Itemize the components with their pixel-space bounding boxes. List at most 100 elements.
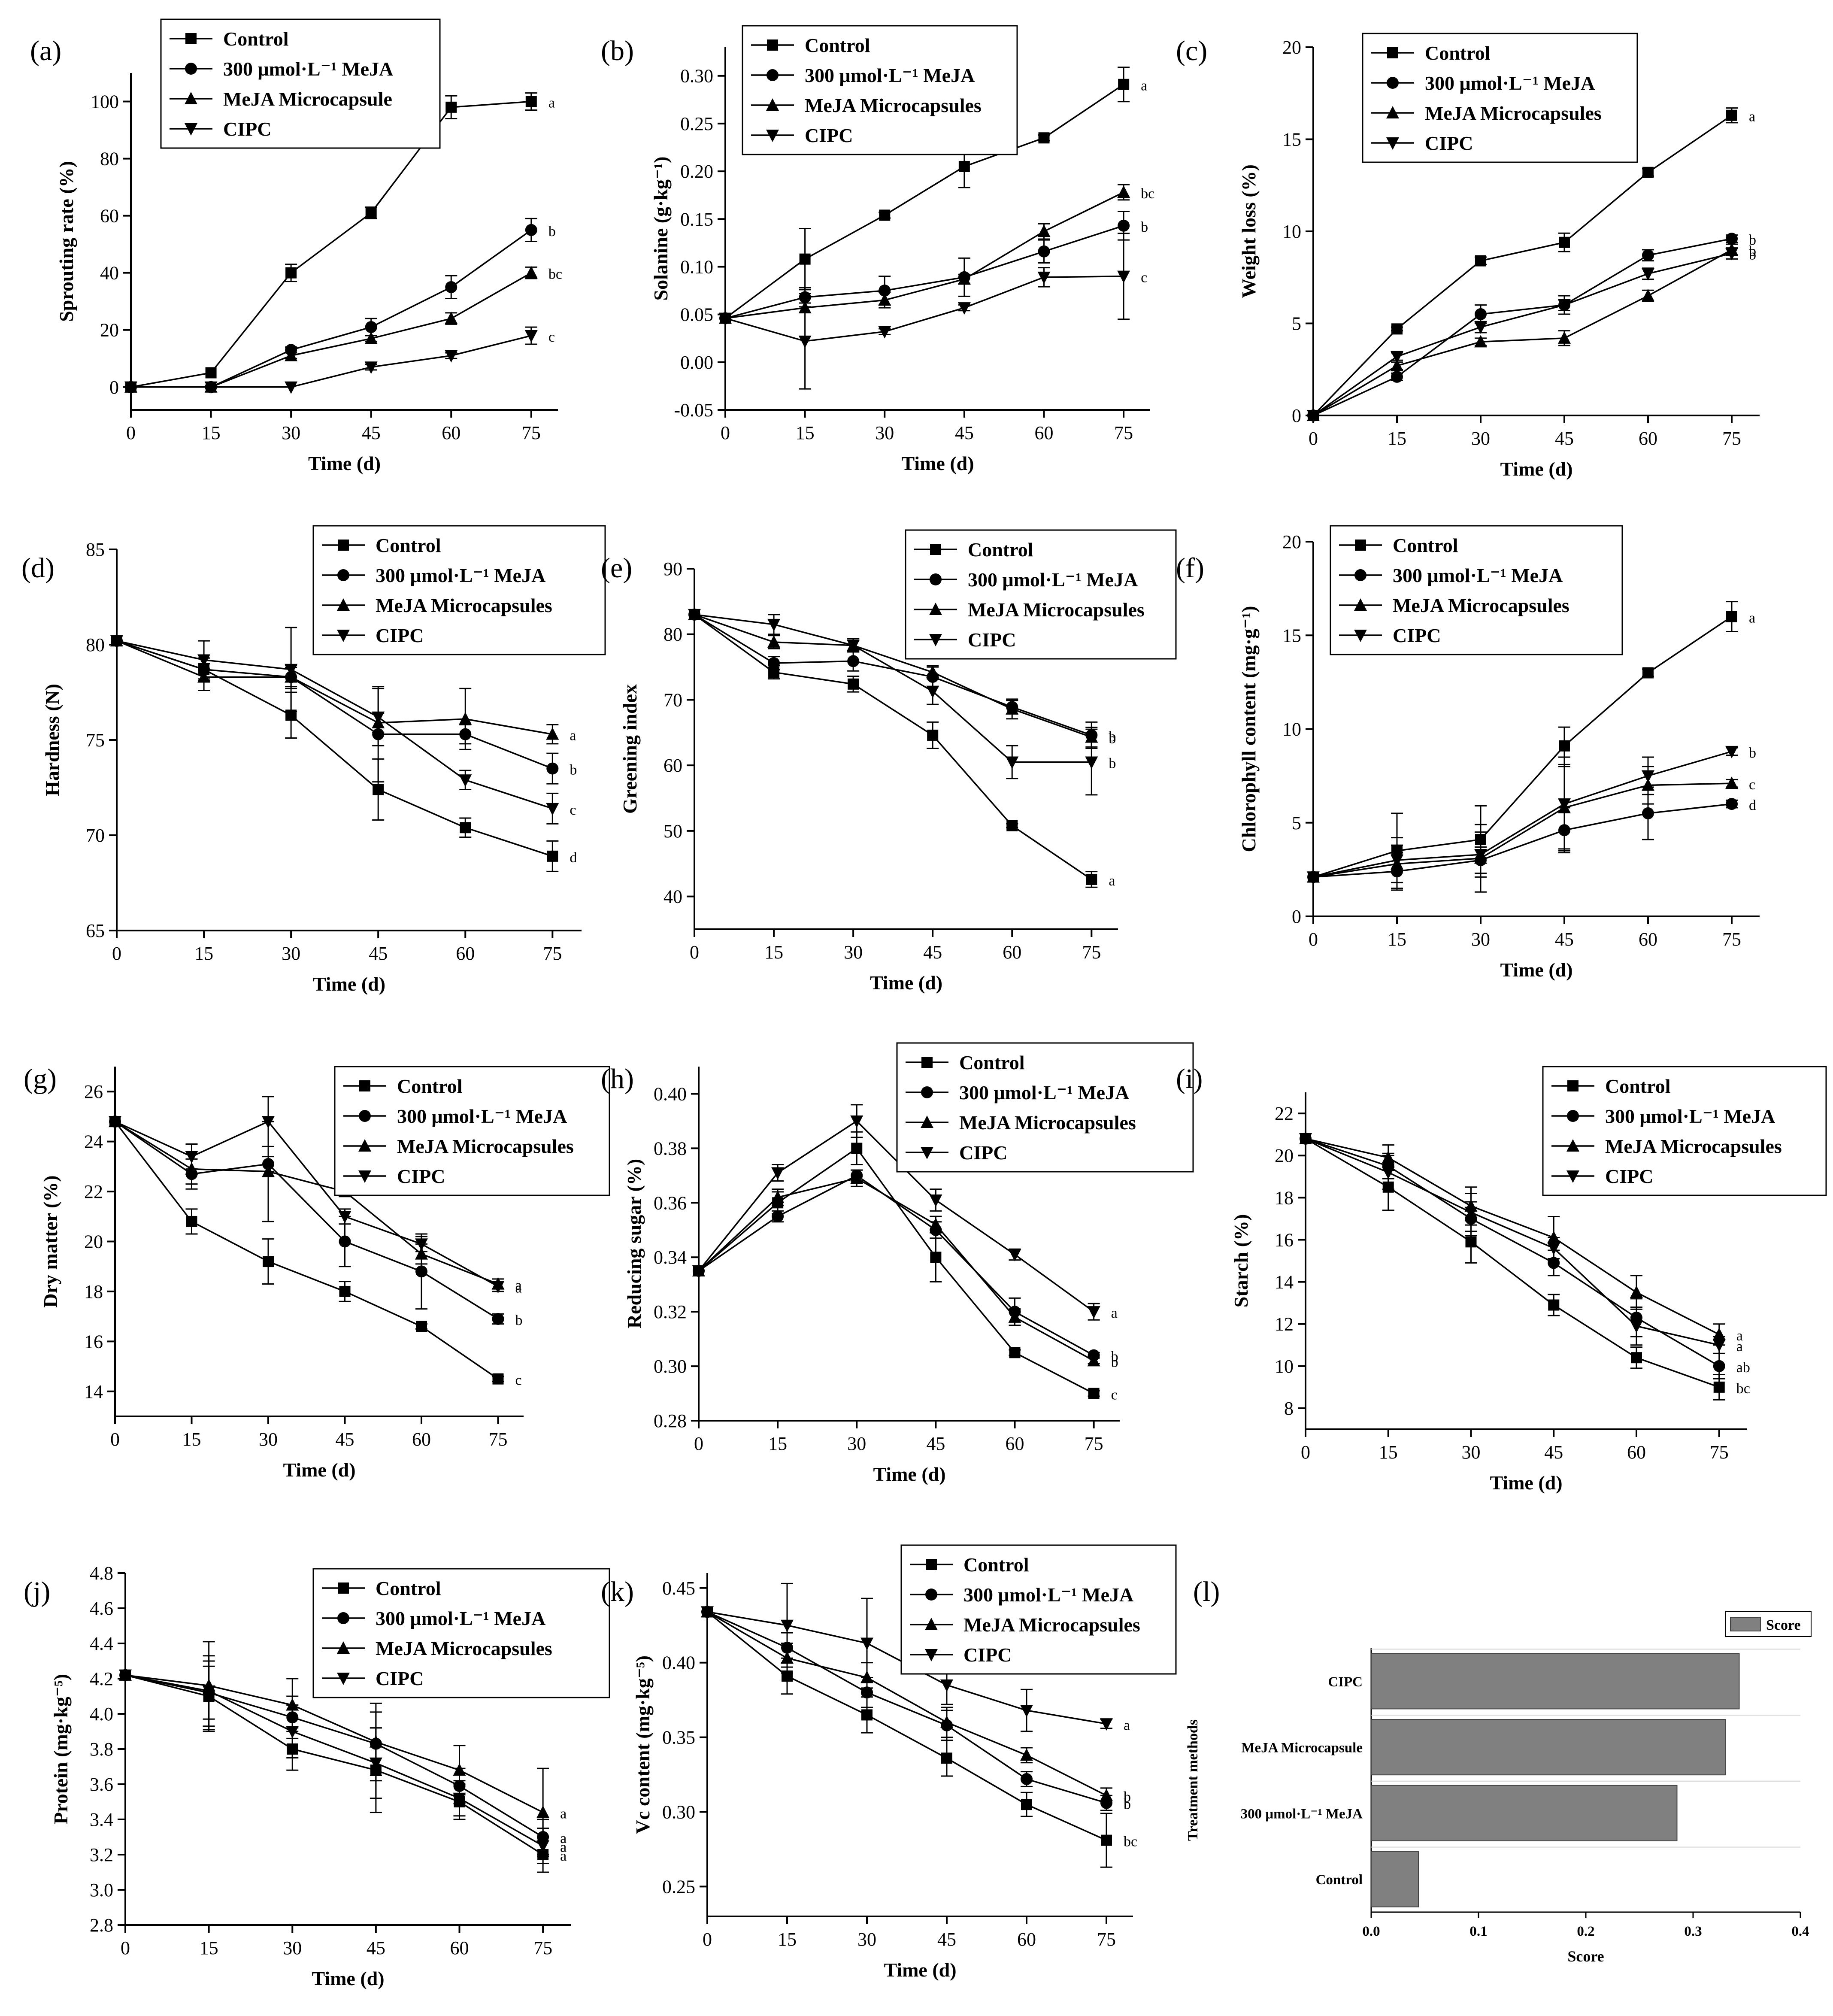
y-tick-label: 3.6: [90, 1774, 113, 1795]
data-point: [286, 1726, 299, 1738]
data-point: [879, 209, 891, 221]
legend: Control 300 μmol·L⁻¹ MeJA MeJA Microcapsul…: [312, 525, 606, 655]
data-point: [958, 161, 970, 172]
data-point: [546, 727, 559, 740]
y-tick-label: 8: [1284, 1398, 1294, 1419]
legend-marker: [337, 569, 349, 581]
series-4: b: [688, 609, 1116, 796]
significance-letter: a: [1141, 78, 1147, 94]
data-point: [772, 1210, 784, 1223]
data-point: [781, 1619, 794, 1632]
series-2: b: [111, 635, 577, 785]
legend-marker: [338, 1582, 349, 1594]
data-point: [415, 1265, 427, 1278]
x-tick-label: 60: [450, 1937, 469, 1958]
y-axis-title: Greening index: [619, 684, 641, 814]
data-point: [1100, 1789, 1113, 1801]
significance-letter: a: [1736, 1328, 1743, 1344]
x-axis-title: Time (d): [873, 1463, 945, 1485]
data-point: [1009, 1347, 1021, 1358]
x-tick-label: 60: [456, 943, 475, 964]
legend-label: Control: [805, 34, 870, 56]
legend-marker: [1386, 137, 1399, 150]
legend-box: [1542, 1066, 1827, 1196]
data-point: [1559, 740, 1570, 752]
series-line: [116, 640, 553, 809]
x-axis-title: Time (d): [313, 973, 385, 995]
legend-label: CIPC: [1425, 132, 1473, 154]
data-point: [445, 350, 458, 363]
legend-marker: [766, 130, 779, 142]
series-4: a: [1299, 1133, 1743, 1355]
x-tick-label: 45: [955, 422, 974, 443]
significance-letter: a: [1749, 610, 1755, 626]
legend-label: 300 μmol·L⁻¹ MeJA: [1425, 72, 1595, 94]
data-point: [365, 321, 377, 333]
data-point: [1118, 219, 1130, 232]
series-line: [131, 335, 532, 388]
data-point: [767, 635, 781, 648]
data-point: [459, 712, 472, 725]
data-point: [1725, 248, 1738, 261]
y-tick-label: -0.05: [674, 400, 713, 421]
significance-letter: d: [570, 850, 577, 866]
y-tick-label: 0.28: [654, 1410, 687, 1431]
legend-marker: [926, 1559, 937, 1570]
data-point: [109, 1116, 121, 1129]
y-tick-label: 10: [1275, 1356, 1294, 1377]
legend-label: 300 μmol·L⁻¹ MeJA: [968, 569, 1138, 591]
data-point: [930, 1252, 942, 1263]
series-line: [1313, 751, 1732, 878]
data-point: [415, 1238, 428, 1251]
chart-panel-d: (d) 65 70 75 80 85 0 15 30 45 60 75 Time (d) Hardness…: [21, 525, 606, 995]
series-2: d: [1307, 786, 1756, 891]
significance-letter: d: [1749, 797, 1756, 813]
x-tick-label: 45: [1555, 428, 1574, 449]
y-axis-title: Solanine (g·kg⁻¹): [650, 157, 672, 301]
legend-label: CIPC: [223, 118, 271, 140]
y-tick-label: 15: [1282, 625, 1301, 646]
panel-label: (j): [24, 1576, 50, 1607]
series-line: [115, 1120, 499, 1287]
data-point: [1712, 1339, 1726, 1352]
significance-letter: c: [515, 1373, 522, 1388]
bar: [1371, 1719, 1726, 1776]
significance-letter: bc: [1124, 1834, 1137, 1850]
x-tick-label: 0: [690, 942, 699, 963]
data-point: [719, 312, 732, 325]
data-point: [1713, 1360, 1725, 1372]
x-tick-label: 30: [847, 1433, 866, 1454]
significance-letter: b: [1749, 243, 1756, 259]
y-tick-label: 20: [1282, 531, 1301, 552]
y-tick-label: 0.40: [654, 1083, 687, 1104]
x-tick-label: 45: [937, 1929, 956, 1950]
series-4: c: [124, 326, 555, 394]
significance-letter: b: [1749, 232, 1756, 248]
y-tick-label: 80: [86, 634, 105, 655]
y-tick-label: 22: [84, 1181, 103, 1202]
series-4: c: [110, 627, 576, 825]
significance-letter: bc: [1736, 1381, 1750, 1397]
legend-marker: [337, 1641, 350, 1654]
y-tick-label: 22: [1275, 1103, 1294, 1124]
series-1: d: [111, 635, 577, 872]
x-tick-label: 75: [1082, 942, 1101, 963]
data-point: [1558, 299, 1571, 312]
data-point: [1087, 1306, 1100, 1319]
series-line: [1313, 616, 1732, 878]
data-point: [124, 381, 137, 394]
data-point: [204, 381, 218, 394]
series-line: [1313, 238, 1732, 416]
y-tick-label: 85: [86, 539, 105, 560]
legend-marker: [767, 69, 779, 81]
data-point: [524, 330, 538, 343]
series-line: [707, 1611, 1107, 1804]
significance-letter: a: [1736, 1339, 1743, 1355]
series-line: [131, 229, 532, 388]
x-tick-label: 15: [202, 422, 221, 443]
data-point: [878, 326, 891, 339]
data-point: [1117, 270, 1130, 283]
x-tick-label: 15: [768, 1433, 787, 1454]
legend-label: MeJA Microcapsules: [376, 1637, 552, 1659]
legend-label: CIPC: [968, 629, 1016, 651]
